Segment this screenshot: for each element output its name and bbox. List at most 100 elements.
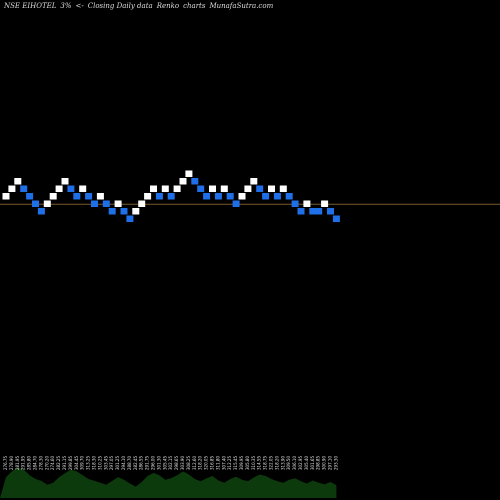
volume-label: 314.55 — [257, 456, 262, 470]
volume-label: 305.45 — [162, 456, 167, 470]
down-brick — [285, 193, 293, 200]
down-brick — [262, 193, 270, 200]
down-brick — [256, 185, 264, 192]
down-brick — [102, 200, 110, 207]
volume-label: 274.60 — [50, 456, 55, 470]
down-brick — [32, 200, 39, 207]
volume-label: 313.25 — [86, 456, 91, 470]
volume-label: 309.50 — [286, 456, 291, 470]
up-brick — [268, 185, 275, 192]
down-brick — [291, 200, 299, 207]
volume-label: 308.25 — [186, 456, 191, 470]
volume-label: 303.90 — [180, 456, 185, 470]
down-brick — [214, 193, 222, 200]
up-brick — [43, 200, 51, 207]
up-brick — [303, 200, 311, 207]
volume-label: 302.15 — [168, 456, 173, 470]
volume-label: 306.10 — [292, 456, 297, 470]
down-brick — [20, 185, 28, 192]
up-brick — [138, 200, 146, 207]
volume-label: 284.70 — [33, 456, 38, 470]
renko-bricks — [2, 170, 340, 222]
volume-label: 285.80 — [27, 456, 32, 470]
volume-label: 309.95 — [239, 456, 244, 470]
title-box-size: 3% — [60, 2, 72, 10]
volume-label: 291.15 — [62, 456, 67, 470]
title-arrows: <- — [75, 2, 84, 10]
down-brick — [67, 185, 75, 192]
down-brick — [197, 185, 205, 192]
down-brick — [155, 193, 163, 200]
volume-labels: 276.75 278.90 281.95 291.95 285.80 284.70 278.… — [3, 456, 338, 470]
volume-area-shape — [0, 467, 337, 498]
down-brick — [167, 193, 175, 200]
volume-label: 322.05 — [269, 456, 274, 470]
volume-label: 291.95 — [21, 456, 26, 470]
down-brick — [309, 208, 317, 215]
volume-label: 270.20 — [44, 456, 49, 470]
volume-label: 305.40 — [304, 456, 309, 470]
title-site: MunafaSutra.com — [209, 2, 274, 10]
volume-label: 297.10 — [328, 456, 333, 470]
up-brick — [185, 170, 193, 177]
up-brick — [132, 208, 140, 215]
down-brick — [91, 200, 98, 207]
volume-label: 294.10 — [121, 456, 126, 470]
volume-label: 310.25 — [97, 456, 102, 470]
volume-label: 281.95 — [15, 456, 20, 470]
volume-label: 313.90 — [280, 456, 285, 470]
down-brick — [226, 193, 234, 200]
volume-label: 301.65 — [310, 456, 315, 470]
volume-label: 301.25 — [115, 456, 120, 470]
volume-label: 318.75 — [263, 456, 268, 470]
volume-label: 299.85 — [68, 456, 73, 470]
down-brick — [73, 193, 81, 200]
volume-area — [0, 467, 337, 498]
volume-label: 311.80 — [215, 456, 220, 470]
up-brick — [179, 178, 187, 185]
volume-label: 315.45 — [233, 456, 238, 470]
volume-label: 296.00 — [151, 456, 156, 470]
volume-label: 309.70 — [80, 456, 85, 470]
volume-label: 318.30 — [92, 456, 97, 470]
up-brick — [161, 185, 169, 192]
up-brick — [55, 185, 63, 192]
down-brick — [120, 208, 128, 215]
up-brick — [2, 193, 10, 200]
volume-label: 300.90 — [322, 456, 327, 470]
volume-label: 307.40 — [221, 456, 226, 470]
volume-label: 297.05 — [109, 456, 114, 470]
down-brick — [232, 200, 240, 207]
down-brick — [108, 208, 116, 215]
volume-label: 276.75 — [3, 456, 8, 470]
up-brick — [144, 193, 152, 200]
up-brick — [96, 193, 104, 200]
up-brick — [173, 185, 181, 192]
title-chart-name: Renko — [156, 2, 180, 10]
volume-label: 320.05 — [204, 456, 209, 470]
volume-label: 298.85 — [316, 456, 321, 470]
up-brick — [279, 185, 287, 192]
volume-label: 301.30 — [156, 456, 161, 470]
down-brick — [273, 193, 281, 200]
down-brick — [327, 208, 334, 215]
down-brick — [332, 215, 340, 222]
volume-label: 282.25 — [56, 456, 61, 470]
volume-label: 312.25 — [227, 456, 232, 470]
volume-label: 291.75 — [145, 456, 150, 470]
down-brick — [85, 193, 93, 200]
down-brick — [26, 193, 34, 200]
volume-label: 293.30 — [333, 456, 338, 470]
up-brick — [250, 178, 258, 185]
volume-label: 304.45 — [74, 456, 79, 470]
volume-label: 298.65 — [174, 456, 179, 470]
volume-label: 278.90 — [9, 456, 14, 470]
down-brick — [191, 178, 199, 185]
volume-label: 302.95 — [298, 456, 303, 470]
up-brick — [49, 193, 57, 200]
up-brick — [114, 200, 122, 207]
volume-label: 310.35 — [251, 456, 256, 470]
title-charts-word: charts — [183, 2, 206, 10]
down-brick — [126, 215, 134, 222]
